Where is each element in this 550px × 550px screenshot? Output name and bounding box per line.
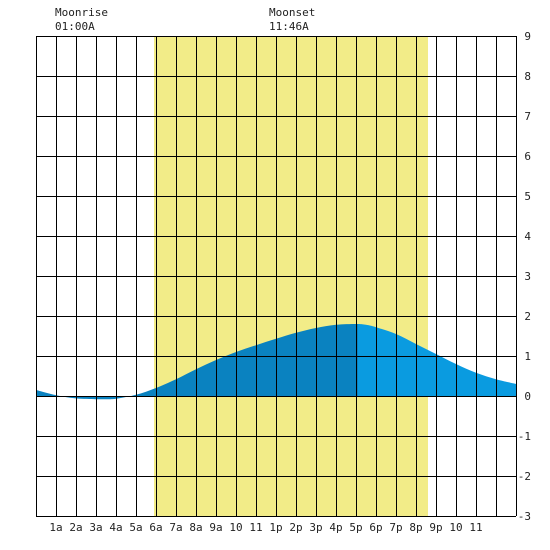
moonrise-time: 01:00A xyxy=(55,20,95,33)
x-tick-label: 7p xyxy=(389,521,402,534)
y-tick-label: 1 xyxy=(524,350,531,363)
moonrise-label: Moonrise xyxy=(55,6,108,19)
x-tick-label: 5p xyxy=(349,521,362,534)
x-tick-label: 9p xyxy=(429,521,442,534)
x-tick-label: 1a xyxy=(49,521,62,534)
moonset-label: Moonset xyxy=(269,6,315,19)
x-tick-label: 6a xyxy=(149,521,162,534)
x-tick-label: 8a xyxy=(189,521,202,534)
y-tick-label: 2 xyxy=(524,310,531,323)
x-tick-label: 11 xyxy=(469,521,482,534)
y-tick-label: 8 xyxy=(524,70,531,83)
y-tick-label: 4 xyxy=(524,230,531,243)
x-tick-label: 4p xyxy=(329,521,342,534)
y-tick-label: 6 xyxy=(524,150,531,163)
y-tick-label: 5 xyxy=(524,190,531,203)
x-tick-label: 2p xyxy=(289,521,302,534)
y-tick-label: 0 xyxy=(524,390,531,403)
x-tick-label: 2a xyxy=(69,521,82,534)
y-tick-label: 7 xyxy=(524,110,531,123)
x-tick-label: 10 xyxy=(449,521,462,534)
x-tick-label: 7a xyxy=(169,521,182,534)
x-tick-label: 8p xyxy=(409,521,422,534)
x-tick-label: 3p xyxy=(309,521,322,534)
y-tick-label: -3 xyxy=(518,510,531,523)
x-tick-label: 6p xyxy=(369,521,382,534)
x-tick-label: 3a xyxy=(89,521,102,534)
tide-area-past xyxy=(36,324,358,400)
moonset-time: 11:46A xyxy=(269,20,309,33)
x-tick-label: 5a xyxy=(129,521,142,534)
x-tick-label: 10 xyxy=(229,521,242,534)
y-tick-label: 3 xyxy=(524,270,531,283)
x-tick-label: 9a xyxy=(209,521,222,534)
y-tick-label: -1 xyxy=(518,430,531,443)
x-tick-label: 1p xyxy=(269,521,282,534)
x-tick-label: 11 xyxy=(249,521,262,534)
x-tick-label: 4a xyxy=(109,521,122,534)
y-tick-label: 9 xyxy=(524,30,531,43)
y-tick-label: -2 xyxy=(518,470,531,483)
